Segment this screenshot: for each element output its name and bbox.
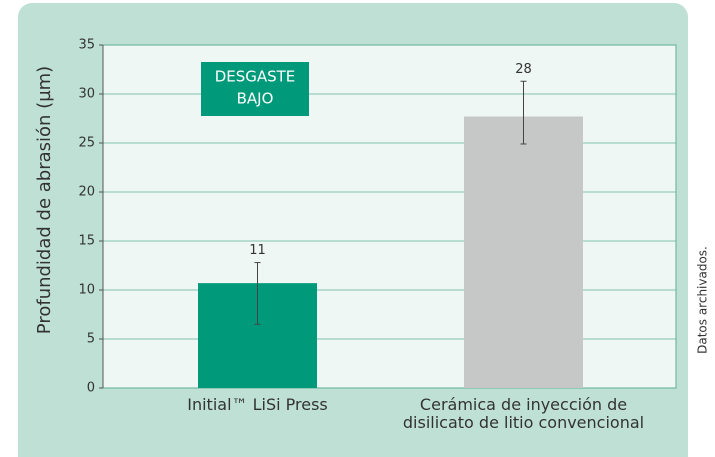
y-tick-label: 5 [87,332,95,347]
y-tick-label: 15 [78,234,95,249]
x-tick-label: Cerámica de inyección de disilicato de l… [402,396,645,432]
value-label: 28 [515,62,532,77]
annotation-box [201,62,309,116]
bar [464,116,583,388]
plot-area [102,44,677,389]
annotation-text: DESGASTE [215,68,296,86]
y-tick-label: 30 [78,87,95,102]
value-label: 11 [249,243,266,258]
annotation-text: BAJO [237,90,274,108]
y-tick-label: 25 [78,136,95,151]
y-axis-label: Profundidad de abrasión (µm) [34,66,55,334]
source-note: Datos archivados. [696,246,710,354]
x-tick-label-box: Initial™ LiSi Press [187,396,328,414]
annotation: DESGASTE BAJO [201,62,309,116]
y-tick-label: 0 [87,381,95,396]
x-tick-label: Initial™ LiSi Press [187,396,328,414]
x-tick-label-box: Cerámica de inyección de disilicato de l… [402,396,645,432]
y-tick-label: 35 [78,38,95,53]
y-tick-label: 10 [78,283,95,298]
y-tick-label: 20 [78,185,95,200]
